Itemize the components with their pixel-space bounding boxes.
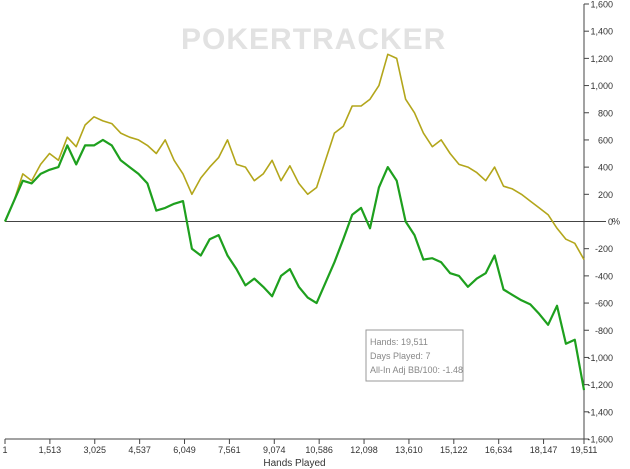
x-tick-label: 1,513 [39,445,62,455]
info-box: Hands: 19,511 Days Played: 7 All-In Adj … [365,329,464,382]
x-tick-label: 13,610 [395,445,423,455]
y-tick-label: 1,600 [590,0,613,10]
x-tick-label: 12,098 [350,445,378,455]
x-tick-label: 7,561 [218,445,241,455]
x-tick-label: 9,074 [263,445,286,455]
x-tick-label: 3,025 [83,445,106,455]
y-tick-label: -1,400 [587,407,613,417]
y-tick-label: 400 [598,163,613,173]
y-unit-label: % [612,217,620,227]
x-tick-label: 10,586 [305,445,333,455]
y-tick-label: -200 [595,244,613,254]
y-tick-label: 1,400 [590,27,613,37]
y-tick-label: -1,600 [587,435,613,445]
watermark-part-1: POKER [181,23,293,56]
x-tick-label: 18,147 [530,445,558,455]
watermark-logo: POKERTRACKER [181,23,446,56]
y-tick-label: 200 [598,190,613,200]
series-line-2 [4,53,585,260]
info-box-frame [365,329,464,382]
info-adj-bb: All-In Adj BB/100: -1.48 [370,365,463,375]
y-tick-label: -800 [595,326,613,336]
x-tick-label: 16,634 [485,445,513,455]
y-tick-label: -400 [595,271,613,281]
series-layer [3,53,586,391]
x-tick-label: 4,537 [128,445,151,455]
y-tick-label: 800 [598,108,613,118]
watermark-part-2: TRACKER [293,23,447,56]
y-tick-label: 1,200 [590,54,613,64]
y-tick-label: 0 [608,217,613,227]
y-tick-label: 600 [598,135,613,145]
x-tick-label: 1 [2,445,7,455]
y-tick-label: -1,000 [587,353,613,363]
x-tick-label: 19,511 [571,445,598,455]
series-line-1 [3,138,586,391]
y-tick-label: 1,000 [590,81,613,91]
x-tick-label: 15,122 [440,445,468,455]
x-axis-title: Hands Played [263,458,325,469]
info-days: Days Played: 7 [370,351,431,361]
y-tick-label: -1,200 [587,380,613,390]
y-tick-label: -600 [595,299,613,309]
info-hands: Hands: 19,511 [370,337,428,347]
x-tick-label: 6,049 [173,445,196,455]
